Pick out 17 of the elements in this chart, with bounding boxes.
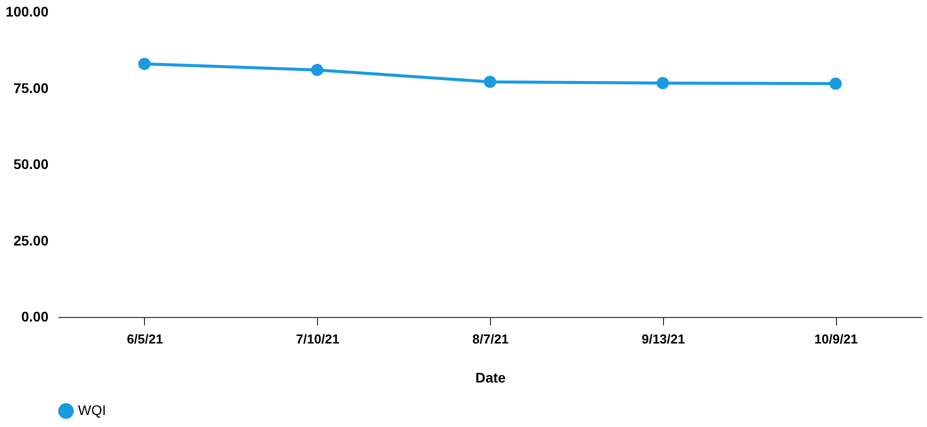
y-tick-label: 100.00 — [6, 4, 49, 20]
y-tick-label: 50.00 — [13, 156, 49, 172]
x-axis-title: Date — [475, 370, 506, 386]
point — [656, 76, 669, 90]
point — [484, 76, 496, 88]
x-tick-label: 6/5/21 — [126, 332, 163, 346]
y-tick-label: 25.00 — [13, 232, 49, 248]
point — [138, 58, 151, 70]
x-tick-label: 10/9/21 — [814, 332, 858, 346]
x-tick-label: 8/7/21 — [472, 332, 509, 346]
y-tick-label: 0.00 — [21, 308, 49, 324]
point — [311, 64, 324, 76]
y-tick-label: 75.00 — [13, 80, 49, 96]
legend-label: WQI — [78, 402, 106, 418]
point — [829, 78, 842, 90]
x-tick-label: 7/10/21 — [296, 332, 340, 346]
x-tick-label: 9/13/21 — [642, 332, 685, 346]
